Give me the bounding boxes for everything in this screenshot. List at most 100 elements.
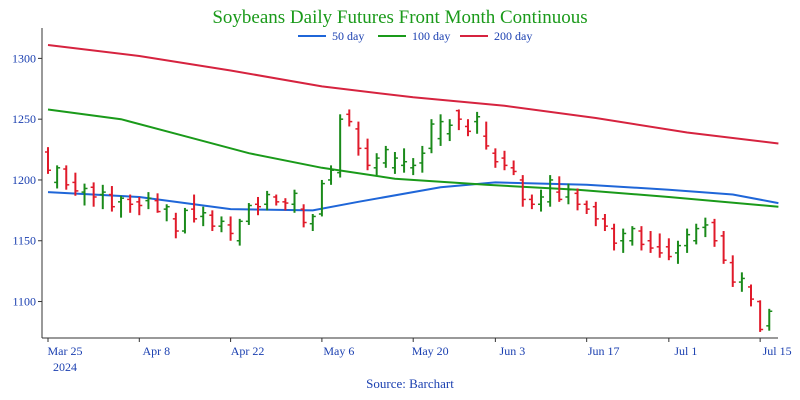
ohlc-bar — [337, 114, 344, 178]
ohlc-bar — [108, 186, 115, 212]
ohlc-bar — [382, 145, 389, 168]
ohlc-bar — [501, 150, 508, 171]
ohlc-bar — [437, 114, 444, 146]
ohlc-bar — [227, 216, 234, 241]
ohlc-bar — [373, 153, 380, 176]
ohlc-bar — [136, 196, 143, 216]
ohlc-bar — [629, 226, 636, 246]
ohlc-bar — [181, 207, 188, 234]
ohlc-bar — [492, 148, 499, 168]
y-tick-label: 1200 — [12, 173, 36, 187]
x-tick-sublabel: 2024 — [53, 360, 77, 374]
ohlc-bar — [90, 182, 97, 207]
ohlc-bar — [729, 255, 736, 287]
ohlc-bar — [218, 216, 225, 233]
ohlc-bar — [611, 223, 618, 251]
legend-label: 200 day — [494, 29, 532, 43]
ohlc-bar — [191, 194, 198, 223]
ohlc-bar — [638, 226, 645, 251]
ohlc-bar — [538, 189, 545, 212]
ohlc-bar — [474, 111, 481, 134]
ohlc-bar — [291, 189, 298, 213]
ohlc-bar — [346, 109, 353, 127]
ohlc-bar — [127, 194, 134, 213]
x-tick-label: May 20 — [412, 344, 449, 358]
ohlc-bar — [309, 214, 316, 232]
ohlc-bar — [200, 206, 207, 227]
ohlc-bar — [757, 300, 764, 332]
ohlc-bar — [81, 183, 88, 206]
ohlc-bar — [401, 148, 408, 173]
ohlc-bar — [45, 147, 51, 174]
ohlc-bar — [163, 204, 170, 222]
ohlc-bar — [282, 198, 289, 211]
x-tick-label: Mar 25 — [48, 344, 83, 358]
ohlc-bar — [72, 172, 79, 196]
ohlc-bar — [748, 284, 755, 307]
ohlc-bar — [428, 119, 435, 154]
ohlc-bar — [592, 201, 599, 227]
chart-axes: 1100 1150 1200 1250 1300 Mar 25 2024 Apr 8 Apr 2… — [12, 28, 792, 374]
ma-line-50-day — [47, 181, 779, 212]
ohlc-bar — [391, 152, 398, 174]
x-tick-label: Apr 22 — [231, 344, 265, 358]
x-tick-label: Jun 3 — [500, 344, 526, 358]
x-tick-label: May 6 — [323, 344, 354, 358]
x-tick-label: Jul 1 — [674, 344, 697, 358]
y-tick-label: 1250 — [12, 112, 36, 126]
ohlc-bar — [684, 228, 691, 253]
ohlc-bar — [510, 160, 517, 176]
ohlc-bar — [245, 203, 252, 225]
ohlc-bar — [118, 195, 125, 218]
ohlc-bar — [738, 272, 745, 292]
ohlc-bar — [601, 214, 608, 232]
ohlc-bar — [711, 218, 718, 247]
ohlc-bar — [693, 223, 700, 245]
ohlc-bar — [154, 193, 161, 213]
x-tick-label: Jul 15 — [763, 344, 792, 358]
ohlc-bar — [565, 183, 572, 205]
ohlc-bar — [620, 228, 627, 253]
ohlc-bar — [355, 121, 362, 156]
ohlc-bar — [455, 109, 462, 131]
ohlc-bar — [254, 196, 261, 216]
ohlc-bar — [556, 176, 563, 202]
ohlc-bar — [528, 194, 535, 210]
ohlc-bar — [236, 218, 243, 246]
ohlc-bar — [464, 119, 471, 137]
ohlc-bar — [446, 119, 453, 142]
ohlc-bar — [318, 179, 325, 217]
ohlc-bar — [273, 194, 280, 206]
y-tick-label: 1100 — [12, 295, 36, 309]
ohlc-bar — [702, 217, 709, 238]
ohlc-bar — [99, 184, 106, 210]
y-tick-label: 1150 — [12, 234, 36, 248]
source-label: Source: Barchart — [366, 376, 454, 391]
ohlc-bar — [328, 165, 335, 185]
ohlc-bar — [145, 192, 152, 210]
ohlc-bar — [364, 138, 371, 171]
ohlc-bar — [647, 231, 654, 253]
ma-line-200-day — [47, 44, 779, 145]
legend-label: 50 day — [332, 29, 364, 43]
ohlc-bar — [483, 121, 490, 150]
ohlc-bar — [63, 165, 70, 190]
ohlc-bar — [209, 210, 216, 232]
ohlc-bar — [410, 158, 417, 176]
y-tick-label: 1300 — [12, 51, 36, 65]
chart-legend: 50 day 100 day 200 day — [298, 29, 532, 43]
x-tick-label: Apr 8 — [142, 344, 170, 358]
ohlc-bar — [172, 212, 179, 239]
ohlc-bar — [665, 238, 672, 261]
ohlc-bar — [54, 165, 61, 189]
moving-average-lines — [47, 44, 779, 212]
ohlc-bar — [656, 233, 663, 258]
ohlc-bar — [574, 188, 581, 211]
ma-line-100-day — [47, 108, 779, 208]
x-tick-label: Jun 17 — [588, 344, 620, 358]
chart-title: Soybeans Daily Futures Front Month Conti… — [212, 7, 587, 28]
ohlc-bar — [583, 200, 590, 214]
ohlc-bar — [519, 175, 526, 207]
ohlc-bar — [766, 308, 773, 331]
